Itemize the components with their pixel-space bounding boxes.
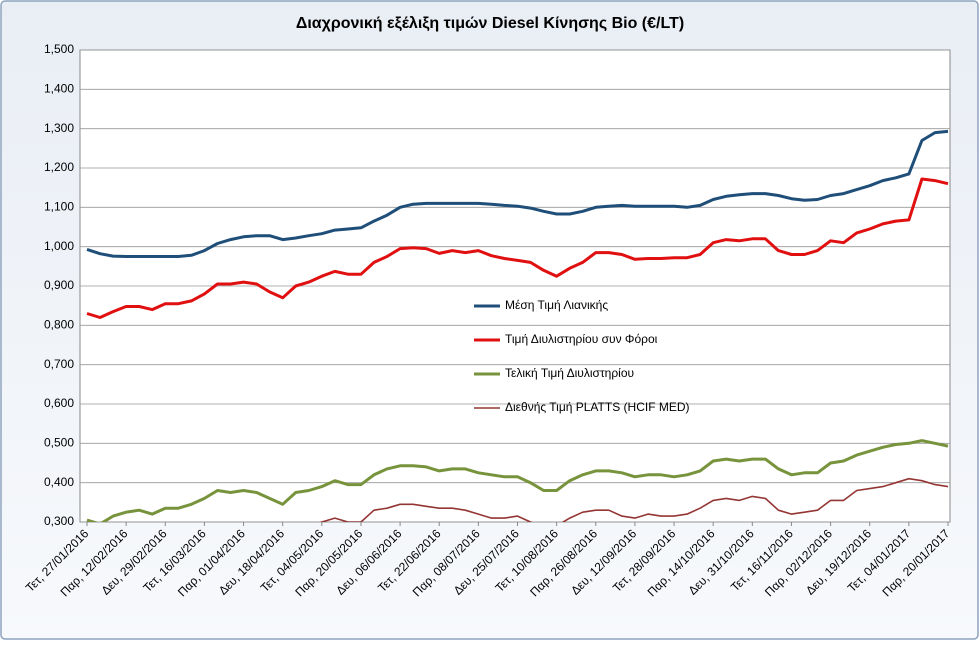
legend-label: Τιμή Διυλιστηρίου συν Φόροι [505,332,658,346]
legend-label: Τελική Τιμή Διυλιστηρίου [505,366,634,380]
series-line [86,177,949,319]
y-tick-label: 1,200 [44,160,74,174]
series-line [86,439,949,522]
legend-label: Διεθνής Τιμή PLATTS (HCIF MED) [505,400,690,414]
y-tick-label: 1,300 [44,121,74,135]
chart-title: Διαχρονική εξέλιξη τιμών Diesel Κίνησης … [296,15,684,32]
y-tick-label: 0,300 [44,514,74,528]
y-tick-label: 0,400 [44,475,74,489]
y-tick-label: 1,500 [44,42,74,56]
legend-label: Μέση Τιμή Λιανικής [505,298,608,312]
y-tick-label: 0,800 [44,318,74,332]
y-tick-label: 0,500 [44,436,74,450]
y-tick-label: 0,700 [44,357,74,371]
y-tick-label: 0,600 [44,396,74,410]
y-tick-label: 1,000 [44,239,74,253]
series-line [86,129,949,258]
lines [86,129,949,522]
series-line [319,477,949,522]
y-tick-label: 1,400 [44,82,74,96]
y-tick-label: 1,100 [44,200,74,214]
y-tick-label: 0,900 [44,278,74,292]
